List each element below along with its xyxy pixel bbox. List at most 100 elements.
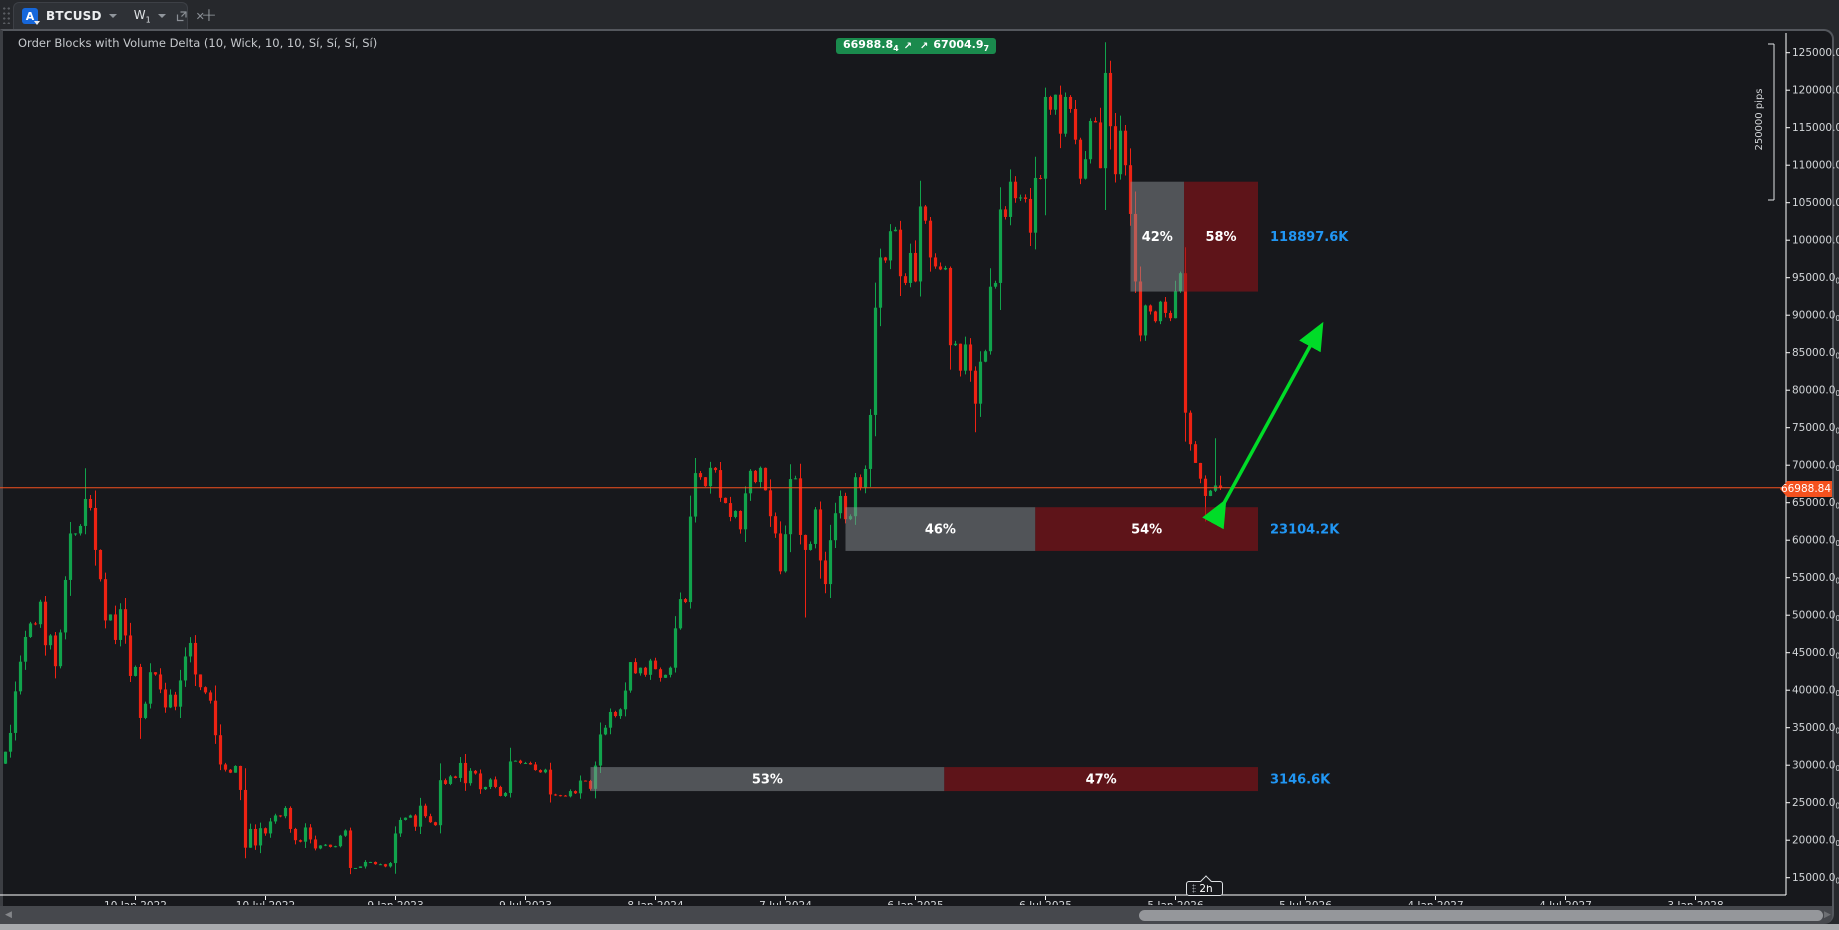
- candle-down: [93, 507, 98, 550]
- candle-up: [733, 510, 738, 517]
- candle-down: [328, 844, 333, 847]
- candle-down: [33, 623, 38, 625]
- candle-down: [763, 467, 768, 491]
- candle-down: [1048, 96, 1053, 110]
- candle-up: [608, 711, 613, 728]
- candle-down: [1038, 177, 1043, 179]
- candle-down: [643, 667, 648, 675]
- candle-down: [548, 769, 553, 795]
- candle-down: [573, 791, 578, 794]
- candle-up: [788, 479, 793, 535]
- order-block: 46% 54% 23104.2K: [845, 507, 1340, 551]
- candle-down: [1108, 72, 1113, 127]
- candle-down: [1153, 311, 1158, 322]
- candle-down: [713, 467, 718, 471]
- candle-down: [463, 762, 468, 784]
- scrollbar-thumb[interactable]: [1139, 909, 1823, 921]
- candle-up: [758, 467, 763, 483]
- scroll-right-icon[interactable]: ▶: [1824, 910, 1831, 920]
- candle-down: [898, 229, 903, 277]
- candle-up: [318, 845, 323, 849]
- price-chart[interactable]: 42% 58% 118897.6K 46% 54% 23104.2K 53% 47% 3146.…: [0, 0, 1839, 905]
- candle-down: [1013, 181, 1018, 199]
- price-axis-label: 115000.00: [1792, 122, 1839, 136]
- candle-down: [213, 700, 218, 736]
- period-marker[interactable]: 2h: [1186, 875, 1223, 896]
- candle-down: [43, 601, 48, 646]
- candle-up: [623, 690, 628, 710]
- candle-down: [498, 786, 503, 796]
- candle-up: [783, 534, 788, 572]
- candle-down: [1078, 139, 1083, 179]
- scroll-left-icon[interactable]: ◀: [5, 910, 12, 920]
- candle-down: [158, 674, 163, 690]
- candle-down: [583, 780, 588, 782]
- date-axis-label: 5 Jan 2026: [1147, 900, 1204, 905]
- candle-down: [53, 635, 58, 667]
- candle-up: [678, 599, 683, 629]
- candle-down: [948, 267, 953, 346]
- candle-up: [398, 819, 403, 834]
- order-block-bear-percent: 58%: [1205, 230, 1236, 245]
- candle-down: [1188, 412, 1193, 445]
- price-axis-label: 35000.00: [1792, 722, 1839, 736]
- order-block-bull-percent: 42%: [1142, 230, 1173, 245]
- date-axis-label: 4 Jan 2027: [1407, 900, 1463, 905]
- candle-up: [743, 493, 748, 530]
- candle-up: [503, 792, 508, 796]
- candle-up: [168, 694, 173, 708]
- price-axis-label: 95000.00: [1792, 272, 1839, 286]
- candle-up: [458, 762, 463, 778]
- candle-up: [668, 667, 673, 675]
- candle-up: [888, 231, 893, 261]
- candle-up: [618, 709, 623, 717]
- symbol-dropdown-caret-icon[interactable]: [108, 14, 117, 18]
- order-block: 53% 47% 3146.6K: [590, 767, 1331, 792]
- candle-up: [1033, 177, 1038, 233]
- candle-down: [1168, 312, 1173, 319]
- candle-up: [118, 609, 123, 640]
- candle-up: [303, 827, 308, 842]
- candle-down: [1068, 96, 1073, 109]
- period-marker-grip-icon: [1192, 884, 1197, 893]
- candle-up: [3, 751, 8, 764]
- window-grip-icon[interactable]: [2, 6, 11, 24]
- candle-down: [718, 470, 723, 498]
- bid-price-badge[interactable]: 66988.84 ↗: [836, 38, 920, 54]
- candle-up: [178, 680, 183, 707]
- date-axis-label: 6 Jan 2025: [887, 900, 943, 905]
- time-scrollbar[interactable]: ◀ ▶: [0, 906, 1832, 924]
- candle-down: [753, 470, 758, 483]
- candle-down: [633, 662, 638, 674]
- timeframe-dropdown-caret-icon[interactable]: [157, 14, 166, 18]
- detach-window-icon[interactable]: [176, 10, 187, 22]
- order-block-bull-zone: [845, 507, 1036, 551]
- candle-up: [363, 861, 368, 867]
- candle-up: [1173, 291, 1178, 319]
- candle-down: [903, 276, 908, 283]
- candle-down: [1123, 130, 1128, 166]
- candle-up: [68, 533, 73, 580]
- candle-up: [893, 229, 898, 232]
- trend-arrow[interactable]: [1202, 321, 1324, 530]
- candle-down: [538, 770, 543, 773]
- candle-up: [323, 844, 328, 846]
- candle-down: [208, 692, 213, 701]
- candle-down: [423, 805, 428, 817]
- candle-down: [223, 764, 228, 770]
- date-axis-label: 4 Jul 2027: [1539, 900, 1592, 905]
- close-tab-icon[interactable]: ✕: [195, 9, 205, 23]
- candle-up: [663, 674, 668, 678]
- candle-up: [953, 343, 958, 346]
- candle-down: [823, 560, 828, 585]
- candle-up: [748, 470, 753, 494]
- candle-up: [688, 516, 693, 603]
- candle-up: [1088, 120, 1093, 160]
- candle-down: [298, 840, 303, 842]
- new-tab-button[interactable]: +: [201, 4, 217, 26]
- chart-tab-btcusd[interactable]: A BTCUSD W1 ✕: [13, 2, 205, 29]
- ask-price-badge[interactable]: ↗ 67004.97: [913, 38, 997, 54]
- candle-up: [598, 734, 603, 766]
- candle-down: [658, 669, 663, 678]
- candle-up: [628, 662, 633, 691]
